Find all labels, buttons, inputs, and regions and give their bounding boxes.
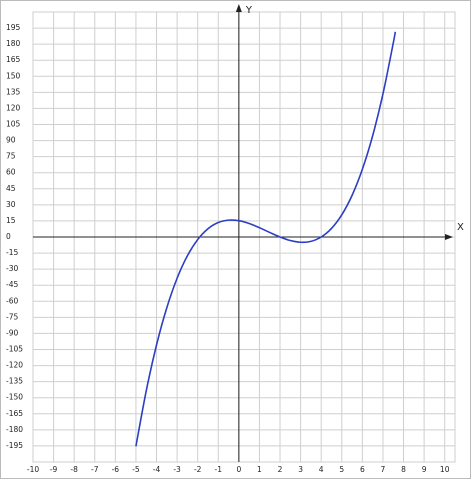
x-tick-label: -7: [91, 465, 99, 474]
x-tick-label: -9: [50, 465, 58, 474]
y-tick-label: -30: [6, 264, 18, 273]
x-tick-label: 5: [339, 465, 344, 474]
x-tick-label: 9: [422, 465, 427, 474]
y-tick-label: -180: [6, 425, 23, 434]
y-tick-label: -60: [6, 296, 18, 305]
x-tick-label: 0: [236, 465, 241, 474]
x-tick-label: 3: [298, 465, 303, 474]
y-tick-label: 105: [6, 120, 21, 129]
y-axis-arrow: [235, 4, 242, 12]
y-tick-label: -45: [6, 280, 18, 289]
x-tick-label: 2: [278, 465, 283, 474]
y-tick-label: 165: [6, 55, 21, 64]
y-tick-label: 30: [6, 200, 16, 209]
x-tick-label: 4: [319, 465, 324, 474]
y-tick-label: 180: [6, 39, 21, 48]
x-tick-label: -2: [194, 465, 202, 474]
y-tick-label: -75: [6, 312, 18, 321]
x-tick-label: 6: [360, 465, 365, 474]
y-tick-label: 15: [6, 216, 16, 225]
y-tick-label: 75: [6, 152, 16, 161]
x-tick-label: -4: [153, 465, 161, 474]
x-tick-label: 1: [257, 465, 262, 474]
x-axis-arrow: [445, 234, 453, 240]
y-tick-label: -105: [6, 345, 23, 354]
x-tick-label: 7: [381, 465, 386, 474]
x-tick-label: -10: [27, 465, 39, 474]
y-tick-label: 45: [6, 184, 16, 193]
y-tick-label: -15: [6, 248, 18, 257]
y-tick-label: -135: [6, 377, 23, 386]
y-tick-label: 150: [6, 71, 21, 80]
curve: [135, 31, 397, 447]
y-tick-label: -90: [6, 328, 18, 337]
x-tick-label: 10: [440, 465, 450, 474]
y-tick-label: 90: [6, 136, 16, 145]
y-tick-label: 120: [6, 103, 21, 112]
x-tick-label: -3: [173, 465, 181, 474]
y-tick-label: 135: [6, 87, 21, 96]
x-tick-label: 8: [401, 465, 406, 474]
y-tick-label: 0: [6, 232, 11, 241]
x-axis-label: X: [457, 222, 464, 233]
y-axis-label: Y: [245, 5, 253, 16]
y-tick-label: 60: [6, 168, 16, 177]
y-tick-label: 195: [6, 23, 21, 32]
y-tick-label: -165: [6, 409, 23, 418]
x-tick-label: -8: [70, 465, 78, 474]
x-tick-label: -6: [112, 465, 120, 474]
y-tick-label: -150: [6, 393, 23, 402]
x-tick-label: -1: [215, 465, 223, 474]
y-tick-label: -195: [6, 441, 23, 450]
x-tick-label: -5: [132, 465, 140, 474]
y-tick-label: -120: [6, 361, 23, 370]
